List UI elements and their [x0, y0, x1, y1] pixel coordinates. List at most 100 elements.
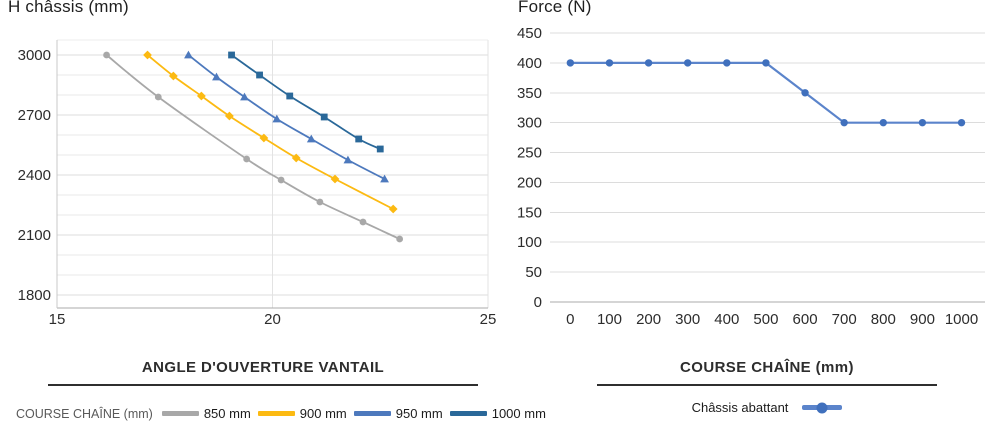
- triangle-marker: [343, 155, 353, 164]
- circle-marker: [840, 118, 848, 127]
- x-tick-label: 25: [480, 311, 497, 328]
- y-tick-label: 450: [517, 25, 542, 42]
- y-tick-label: 50: [525, 264, 542, 281]
- x-tick-label: 20: [264, 311, 281, 328]
- triangle-marker: [240, 92, 249, 101]
- x-tick-label: 0: [566, 311, 574, 328]
- triangle-marker: [184, 50, 193, 59]
- h-chassis-chart-panel: H châssis (mm) 1800 2100 2400 2700 3000 15 20 2…: [0, 0, 546, 432]
- legend-swatch-900-mm: [257, 411, 295, 416]
- x-tick-label: 100: [597, 311, 622, 328]
- series-markers-châssis-abattant: [566, 59, 966, 127]
- gridlines: [56, 39, 489, 309]
- triangle-marker: [212, 72, 221, 81]
- x-tick-label: 500: [753, 311, 778, 328]
- h-chassis-chart-title: H châssis (mm): [8, 0, 129, 16]
- square-marker: [376, 145, 384, 153]
- legend-label-900-mm: 900 mm: [299, 406, 347, 421]
- y-tick-label: 400: [517, 55, 542, 72]
- circle-marker: [396, 235, 404, 243]
- force-xaxis-title: COURSE CHAÎNE (mm): [680, 359, 854, 376]
- square-marker: [256, 71, 263, 79]
- h-chassis-plot-area: 1800 2100 2400 2700 3000 15 20 25: [18, 39, 497, 328]
- h-chassis-xaxis-title: ANGLE D'OUVERTURE VANTAIL: [141, 359, 385, 376]
- force-legend-dot-icon: [816, 402, 828, 413]
- y-tick-label: 250: [517, 145, 542, 162]
- x-tick-label: 400: [714, 311, 739, 328]
- diamond-marker: [196, 91, 206, 101]
- series-line-900-mm: [146, 54, 395, 210]
- diamond-marker: [330, 174, 340, 184]
- square-marker: [286, 92, 294, 100]
- h-chassis-xaxis-title-block: ANGLE D'OUVERTURE VANTAIL: [48, 359, 478, 386]
- circle-marker: [277, 176, 285, 184]
- circle-marker: [762, 59, 770, 67]
- circle-marker: [723, 59, 731, 67]
- tick-labels: 1800 2100 2400 2700 3000 15 20 25: [18, 47, 497, 328]
- legend-swatch-1000-mm: [449, 411, 487, 416]
- circle-marker: [683, 59, 692, 67]
- y-tick-label: 0: [534, 294, 542, 311]
- gridlines: [550, 32, 985, 303]
- series-markers-950-mm: [184, 50, 389, 183]
- legend-label-950-mm: 950 mm: [395, 406, 443, 421]
- circle-marker: [605, 59, 614, 67]
- tick-labels: 0 50 100 150 200 250 300 350 400 450 0 100 200 300 400…: [517, 25, 978, 328]
- y-tick-label: 300: [517, 115, 542, 132]
- square-marker: [320, 113, 328, 121]
- x-tick-label: 200: [636, 311, 661, 328]
- x-tick-label: 800: [871, 311, 896, 328]
- diamond-marker: [225, 111, 234, 121]
- force-chart-title: Force (N): [518, 0, 592, 16]
- diamond-marker: [168, 71, 178, 81]
- circle-marker: [801, 89, 809, 97]
- circle-marker: [918, 118, 927, 127]
- circle-marker: [316, 198, 324, 206]
- square-marker: [355, 135, 363, 143]
- circle-marker: [359, 218, 367, 226]
- diamond-marker: [388, 204, 398, 214]
- circle-marker: [154, 93, 162, 101]
- legend-label-850-mm: 850 mm: [203, 406, 251, 421]
- x-tick-label: 15: [49, 311, 66, 328]
- series-line-950-mm: [187, 54, 386, 180]
- triangle-marker: [272, 114, 282, 123]
- diamond-marker: [259, 133, 269, 143]
- diamond-marker: [291, 153, 301, 163]
- y-tick-label: 2400: [18, 167, 51, 184]
- diamond-marker: [143, 50, 152, 60]
- x-tick-label: 900: [910, 311, 935, 328]
- legend-swatch-850-mm: [161, 411, 199, 416]
- force-legend: Châssis abattant: [597, 400, 937, 415]
- force-xaxis-title-block: COURSE CHAÎNE (mm): [597, 359, 937, 386]
- force-chart-panel: Force (N) 0 50 100 150 200 250 300 350 400 450 0 10…: [500, 0, 997, 432]
- y-tick-label: 100: [517, 234, 542, 251]
- y-tick-label: 350: [517, 85, 542, 102]
- series-line-850-mm: [105, 54, 401, 240]
- force-plot-area: 0 50 100 150 200 250 300 350 400 450 0 100 200 300 400…: [517, 25, 985, 328]
- y-tick-label: 3000: [18, 47, 51, 64]
- x-tick-label: 1000: [945, 311, 978, 328]
- circle-marker: [243, 155, 251, 163]
- y-tick-label: 150: [517, 204, 542, 221]
- x-tick-label: 300: [675, 311, 700, 328]
- series-markers-900-mm: [143, 50, 398, 214]
- course-chaine-legend: COURSE CHAÎNE (mm) 850 mm 900 mm 950 mm 100…: [16, 406, 548, 421]
- y-tick-label: 2100: [18, 227, 51, 244]
- triangle-marker: [380, 174, 389, 183]
- circle-marker: [957, 118, 966, 127]
- y-tick-label: 200: [517, 174, 542, 191]
- series-markers-1000-mm: [228, 51, 384, 153]
- circle-marker: [103, 51, 110, 59]
- force-legend-line-swatch: [802, 402, 843, 413]
- x-tick-label: 700: [832, 311, 857, 328]
- triangle-marker: [306, 134, 316, 143]
- legend-swatch-950-mm: [353, 411, 391, 416]
- legend-caption: COURSE CHAÎNE (mm): [16, 406, 153, 421]
- legend-label-1000-mm: 1000 mm: [491, 406, 546, 421]
- force-legend-label: Châssis abattant: [691, 400, 789, 415]
- circle-marker: [879, 118, 887, 127]
- x-tick-label: 600: [793, 311, 818, 328]
- circle-marker: [644, 59, 653, 67]
- circle-marker: [566, 59, 575, 67]
